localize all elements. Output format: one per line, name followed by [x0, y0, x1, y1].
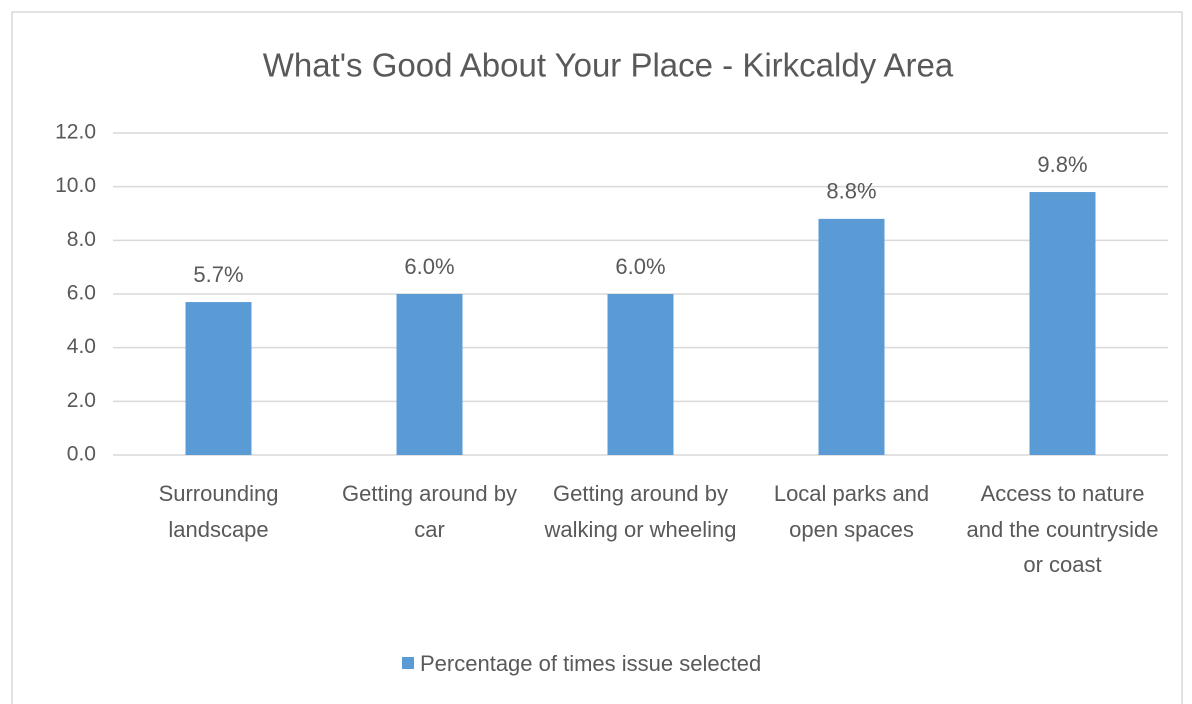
y-tick-label: 2.0 [67, 389, 96, 412]
y-tick-label: 8.0 [67, 228, 96, 251]
chart-border [11, 11, 1183, 704]
bar [185, 302, 252, 455]
x-tick-label: Access to nature and the countryside or … [966, 481, 1159, 577]
data-label: 6.0% [404, 254, 454, 279]
x-tick-label: Getting around by car [342, 481, 517, 542]
data-label: 8.8% [826, 179, 876, 204]
x-tick-label: Local parks and open spaces [773, 481, 930, 542]
legend-label: Percentage of times issue selected [420, 651, 761, 676]
y-tick-label: 6.0 [67, 282, 96, 305]
y-tick-label: 0.0 [67, 443, 96, 466]
bar [607, 294, 674, 455]
data-label: 6.0% [615, 254, 665, 279]
bar [1029, 192, 1096, 456]
bar [818, 218, 885, 455]
y-tick-label: 12.0 [55, 121, 96, 144]
data-label: 9.8% [1037, 152, 1087, 177]
legend-swatch [402, 657, 414, 669]
x-tick-label: Surrounding landscape [158, 481, 279, 542]
data-label: 5.7% [193, 262, 243, 287]
y-tick-label: 4.0 [67, 335, 96, 358]
bar [396, 294, 463, 455]
chart-title: What's Good About Your Place - Kirkcaldy… [263, 47, 954, 84]
x-tick-label: Getting around by walking or wheeling [544, 481, 737, 542]
y-tick-label: 10.0 [55, 174, 96, 197]
